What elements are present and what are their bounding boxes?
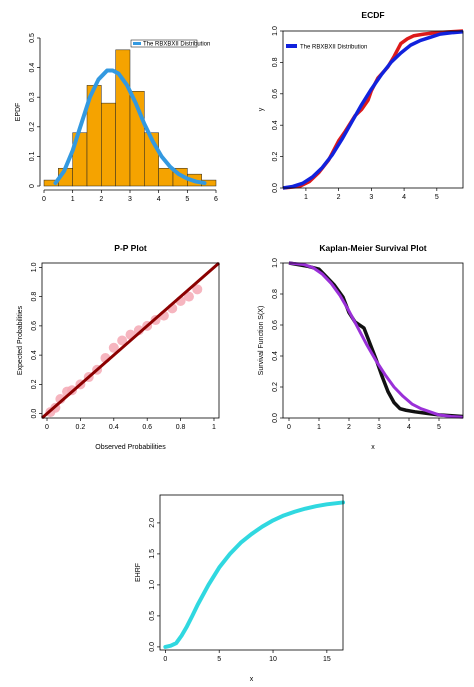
y-tick-label: 0.4 — [31, 350, 38, 360]
chart-title: Kaplan-Meier Survival Plot — [319, 243, 426, 253]
y-tick-label: 0.4 — [272, 120, 279, 130]
y-tick-label: 0.8 — [272, 57, 279, 67]
pp-point — [192, 284, 203, 295]
y-tick-label: 1.0 — [149, 580, 156, 590]
y-tick-label: 0.5 — [29, 33, 36, 43]
plot-frame — [282, 30, 464, 189]
x-tick-label: 5 — [217, 656, 221, 663]
x-tick-label: 0.6 — [142, 424, 152, 431]
y-tick-label: 0.6 — [272, 320, 279, 330]
y-axis-label: EHRF — [135, 563, 142, 582]
chart-title: P-P Plot — [114, 243, 147, 253]
histogram-panel: 0 1 2 3 4 5 6 0 0.1 0.2 0.3 0.4 0.5 EPDF The RBXBXII D… — [15, 33, 218, 203]
km-fitted-line — [288, 261, 464, 419]
y-tick-label: 0.5 — [149, 611, 156, 621]
y-tick-label: 0.2 — [31, 379, 38, 389]
plot-frame — [41, 262, 220, 419]
x-tick-label: 2 — [347, 424, 351, 431]
x-tick-label: 10 — [269, 656, 277, 663]
chart-title: ECDF — [361, 10, 384, 20]
y-axis-label: y — [258, 107, 265, 111]
x-tick-label: 1 — [212, 424, 216, 431]
pp-plot-panel: 0 0.2 0.4 0.6 0.8 1 0.0 0.2 0.4 0.6 0.8 1.0 P-P Plot… — [17, 243, 220, 451]
x-tick-label: 2 — [337, 194, 341, 201]
plot-frame — [159, 494, 344, 651]
x-tick-label: 0 — [163, 656, 167, 663]
kaplan-meier-panel: 0 1 2 3 4 5 0.0 0.2 0.4 0.6 0.8 1.0 Kaplan-Meier Sur… — [258, 243, 464, 451]
x-tick-label: 0.2 — [76, 424, 86, 431]
y-axis-label: EPDF — [15, 103, 22, 122]
x-tick-label: 5 — [437, 424, 441, 431]
x-axis-label: x — [371, 444, 375, 451]
x-tick-label: 0 — [45, 424, 49, 431]
x-axis-label: Observed Probabilities — [95, 444, 166, 451]
x-tick-label: 0.8 — [176, 424, 186, 431]
x-tick-label: 5 — [185, 196, 189, 203]
legend-label: The RBXBXII Distribution — [143, 42, 210, 48]
pp-point — [183, 291, 194, 302]
x-tick-label: 15 — [323, 656, 331, 663]
x-tick-label: 3 — [128, 196, 132, 203]
x-tick-label: 5 — [435, 194, 439, 201]
x-tick-label: 1 — [71, 196, 75, 203]
histogram-bar — [115, 49, 131, 187]
y-tick-label: 0.2 — [272, 382, 279, 392]
x-tick-label: 0 — [287, 424, 291, 431]
y-tick-label: 0.2 — [272, 152, 279, 162]
x-tick-label: 2 — [99, 196, 103, 203]
y-tick-label: 0.4 — [272, 351, 279, 361]
ecdf-empirical-line — [282, 29, 464, 190]
x-tick-label: 4 — [157, 196, 161, 203]
x-axis-label: x — [250, 676, 254, 683]
ecdf-panel: 1 2 3 4 5 0.0 0.2 0.4 0.6 0.8 1.0 ECDF y The RBXBXII … — [258, 10, 464, 201]
km-empirical-line — [288, 261, 464, 419]
y-tick-label: 2.0 — [149, 518, 156, 528]
x-tick-label: 3 — [377, 424, 381, 431]
y-tick-label: 0.0 — [31, 409, 38, 419]
x-tick-label: 6 — [214, 196, 218, 203]
y-tick-label: 0.1 — [29, 151, 36, 161]
y-tick-label: 0.0 — [272, 183, 279, 193]
x-tick-label: 1 — [304, 194, 308, 201]
ehrf-curve — [163, 500, 345, 649]
y-tick-label: 1.0 — [272, 258, 279, 268]
ehrf-panel: 0 5 10 15 0.0 0.5 1.0 1.5 2.0 x EHRF — [135, 494, 345, 683]
x-tick-label: 0.4 — [109, 424, 119, 431]
y-tick-label: 0.0 — [149, 642, 156, 652]
x-tick-label: 0 — [42, 196, 46, 203]
y-tick-label: 1.0 — [31, 262, 38, 272]
y-axis-label: Expected Probabilities — [17, 305, 24, 375]
x-tick-label: 1 — [317, 424, 321, 431]
y-tick-label: 0 — [29, 184, 36, 188]
x-tick-label: 3 — [369, 194, 373, 201]
plot-frame — [282, 262, 464, 419]
histogram-bar — [158, 167, 174, 187]
histogram-bar — [101, 102, 116, 187]
y-tick-label: 0.0 — [272, 413, 279, 423]
y-tick-label: 0.6 — [272, 89, 279, 99]
pp-point — [117, 335, 128, 346]
pp-point — [108, 342, 119, 353]
x-tick-label: 4 — [402, 194, 406, 201]
ecdf-fitted-line — [282, 30, 464, 190]
y-tick-label: 0.3 — [29, 92, 36, 102]
y-tick-label: 0.8 — [272, 289, 279, 299]
y-axis-label: Survival Function S(X) — [258, 306, 265, 376]
legend-label: The RBXBXII Distribution — [300, 45, 367, 51]
x-tick-label: 4 — [407, 424, 411, 431]
y-tick-label: 0.8 — [31, 292, 38, 302]
y-tick-label: 1.0 — [272, 26, 279, 36]
y-tick-label: 0.6 — [31, 321, 38, 331]
y-tick-label: 1.5 — [149, 549, 156, 559]
pp-reference-line — [41, 261, 220, 420]
legend-box — [130, 39, 198, 48]
density-curve — [53, 68, 207, 186]
y-tick-label: 0.2 — [29, 122, 36, 132]
y-tick-label: 0.4 — [29, 63, 36, 73]
